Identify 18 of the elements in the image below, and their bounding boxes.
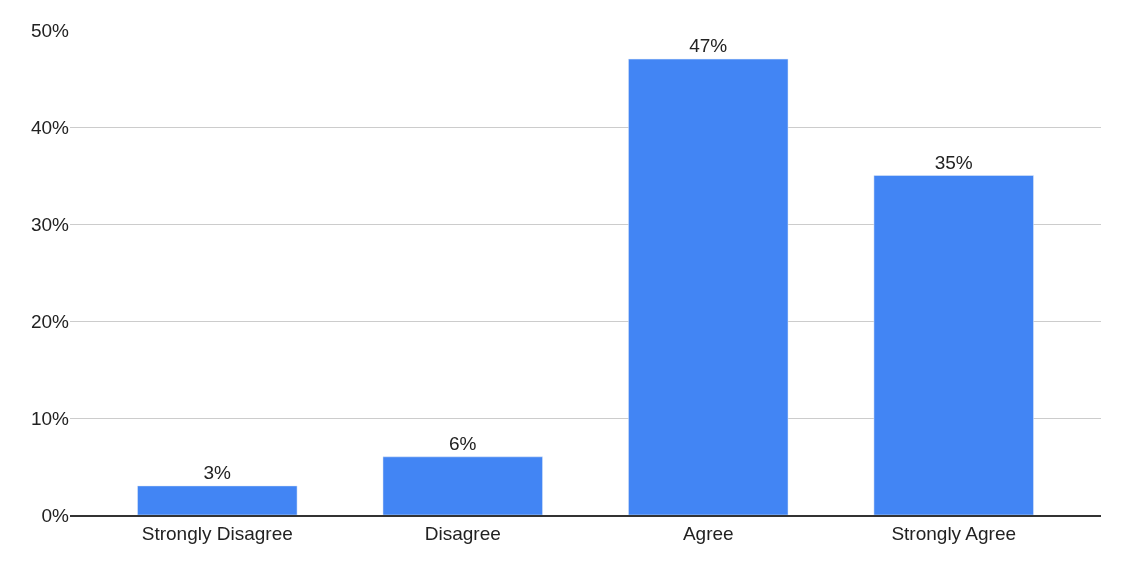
- x-tick-label: Strongly Agree: [891, 522, 1017, 544]
- data-label: 35%: [934, 151, 973, 173]
- y-tick-label: 40%: [30, 116, 70, 138]
- x-tick-label: Disagree: [424, 522, 501, 544]
- bar: [873, 175, 1034, 515]
- x-tick-label: Strongly Disagree: [141, 522, 293, 544]
- y-tick-label: 0%: [41, 504, 70, 526]
- bar: [382, 456, 543, 515]
- y-tick-label: 10%: [30, 407, 70, 429]
- x-tick-label: Agree: [682, 522, 734, 544]
- bar: [628, 58, 789, 515]
- y-tick-label: 30%: [30, 213, 70, 235]
- data-label: 47%: [689, 35, 728, 57]
- data-label: 6%: [448, 432, 477, 454]
- bar: [137, 485, 298, 515]
- data-label: 3%: [203, 461, 232, 483]
- y-tick-label: 20%: [30, 310, 70, 332]
- y-tick-label: 50%: [30, 19, 70, 41]
